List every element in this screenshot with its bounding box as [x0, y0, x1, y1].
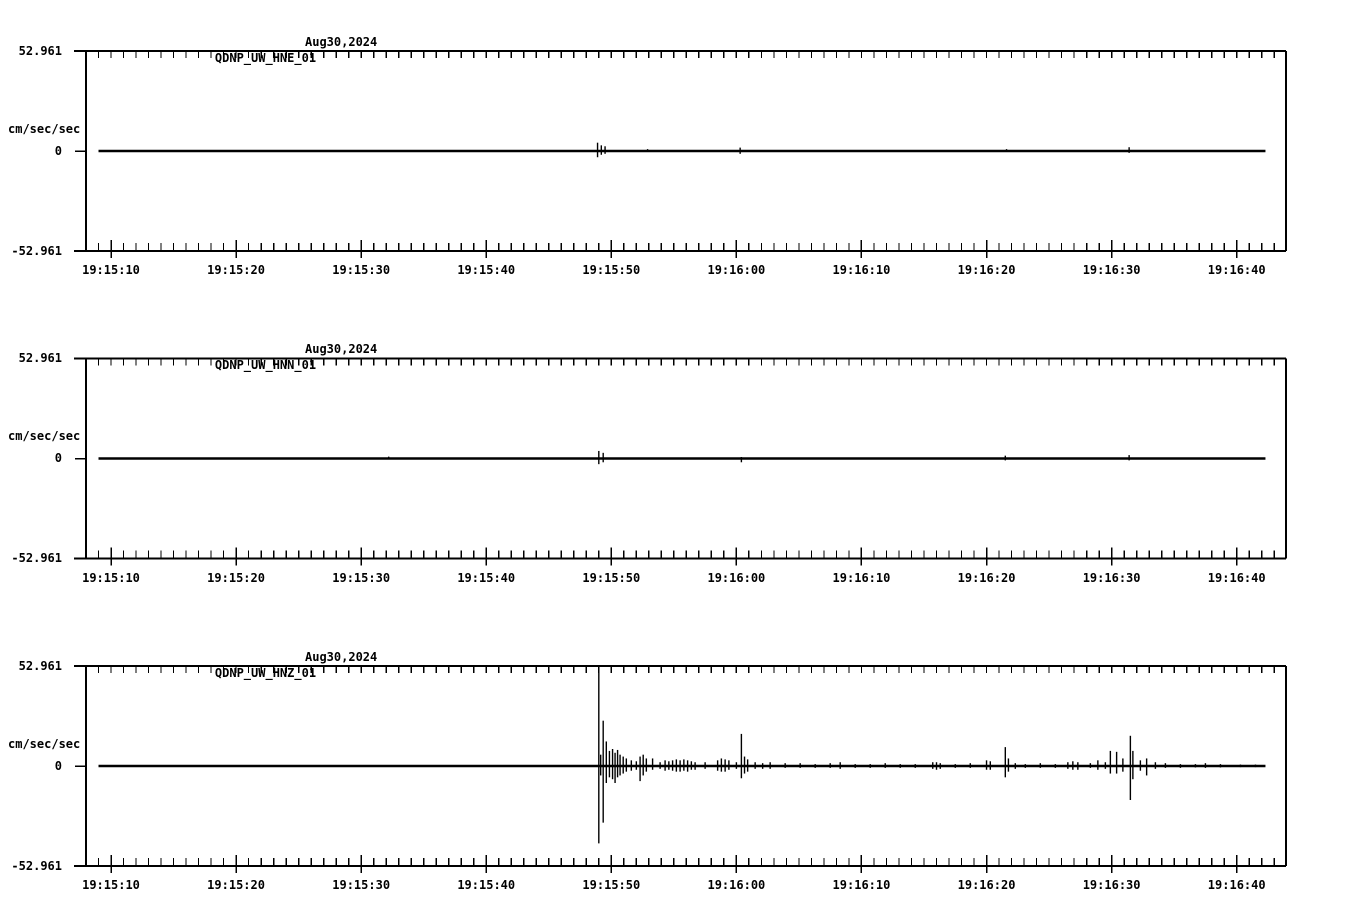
plot-axes-panel-0: [74, 50, 1287, 258]
x-tick-label: 19:16:10: [832, 878, 891, 892]
x-tick-label: 19:16:20: [957, 263, 1016, 277]
x-tick-label: 19:16:30: [1082, 263, 1141, 277]
x-tick-label: 19:15:10: [82, 878, 140, 892]
x-tick-label: 19:16:00: [707, 263, 766, 277]
x-tick-label: 19:16:00: [707, 878, 766, 892]
x-tick-label: 19:15:40: [457, 263, 516, 277]
plot-axes-panel-2: [74, 665, 1287, 873]
y-zero-label: 0: [54, 144, 62, 158]
plot-title-hnn: QDNP_UW_HNN_01 Aug30,2024: [186, 341, 377, 372]
station-channel-label: QDNP_UW_HNE_01: [214, 51, 317, 65]
y-max-label: 52.961: [18, 44, 62, 58]
x-tick-label: 19:16:00: [707, 570, 766, 585]
x-tick-label: 19:16:20: [957, 878, 1016, 892]
y-min-label: -52.961: [11, 551, 62, 565]
x-tick-label: 19:16:30: [1082, 570, 1141, 585]
x-tick-label: 19:15:30: [332, 263, 391, 277]
plot-title-hnz: QDNP_UW_HNZ_01 Aug30,2024: [186, 649, 377, 680]
x-tick-label: 19:15:20: [207, 570, 265, 585]
date-label: Aug30,2024: [305, 342, 378, 356]
x-tick-label: 19:15:40: [457, 570, 516, 585]
y-zero-label: 0: [54, 451, 62, 465]
x-tick-label: 19:15:10: [82, 263, 140, 277]
trace-QDNP_UW_HNE_01: [98, 142, 1266, 158]
x-tick-label: 19:15:50: [582, 878, 641, 892]
x-tick-label: 19:15:10: [82, 570, 140, 585]
x-tick-label: 19:16:10: [832, 570, 891, 585]
y-zero-label: 0: [54, 759, 62, 773]
x-tick-label: 19:15:20: [207, 263, 265, 277]
station-channel-label: QDNP_UW_HNZ_01: [214, 666, 317, 680]
x-tick-label: 19:16:40: [1207, 263, 1266, 277]
x-tick-label: 19:15:30: [332, 878, 391, 892]
trace-QDNP_UW_HNZ_01: [98, 666, 1266, 844]
x-tick-label: 19:15:30: [332, 570, 391, 585]
date-label: Aug30,2024: [305, 650, 378, 664]
station-channel-label: QDNP_UW_HNN_01: [214, 358, 317, 372]
y-unit-label: cm/sec/sec: [8, 429, 81, 443]
y-min-label: -52.961: [11, 244, 62, 258]
y-min-label: -52.961: [11, 859, 62, 873]
x-tick-label: 19:15:20: [207, 878, 265, 892]
x-tick-label: 19:16:10: [832, 263, 891, 277]
x-tick-label: 19:16:40: [1207, 878, 1266, 892]
x-tick-label: 19:15:50: [582, 570, 641, 585]
y-max-label: 52.961: [18, 351, 62, 365]
y-max-label: 52.961: [18, 659, 62, 673]
x-tick-label: 19:16:20: [957, 570, 1016, 585]
x-tick-label: 19:16:30: [1082, 878, 1141, 892]
x-tick-label: 19:15:50: [582, 263, 641, 277]
x-tick-label: 19:15:40: [457, 878, 516, 892]
x-tick-label: 19:16:40: [1207, 570, 1266, 585]
plot-axes-panel-1: [74, 357, 1287, 566]
trace-QDNP_UW_HNN_01: [98, 450, 1266, 465]
y-unit-label: cm/sec/sec: [8, 122, 81, 136]
plot-title-hne: QDNP_UW_HNE_01 Aug30,2024: [186, 34, 377, 65]
y-unit-label: cm/sec/sec: [8, 737, 81, 751]
date-label: Aug30,2024: [305, 35, 378, 49]
